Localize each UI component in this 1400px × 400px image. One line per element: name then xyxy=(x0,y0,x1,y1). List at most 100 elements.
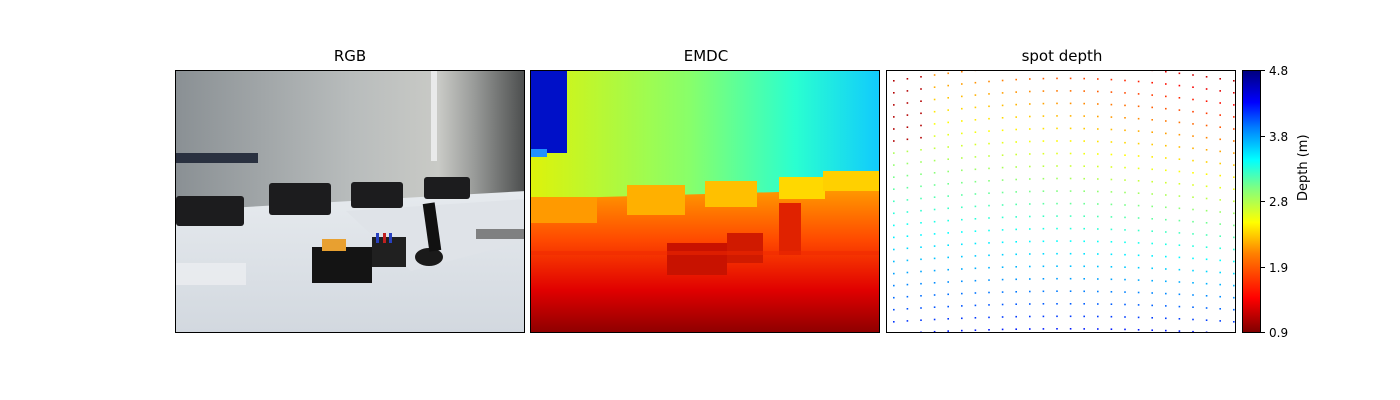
depth-spot xyxy=(1233,248,1235,251)
depth-spot xyxy=(1029,153,1031,155)
depth-spot xyxy=(1124,253,1126,256)
depth-spot xyxy=(1233,224,1235,227)
depth-spot xyxy=(1042,265,1045,268)
colorbar-tick xyxy=(1261,136,1265,137)
depth-spot xyxy=(1219,162,1221,165)
depth-spot xyxy=(1151,143,1153,146)
depth-spot xyxy=(933,74,936,76)
depth-spot xyxy=(1124,92,1126,94)
depth-spot xyxy=(1015,278,1017,281)
panel-title-emdc: EMDC xyxy=(683,47,729,65)
depth-spot xyxy=(1083,177,1085,180)
depth-spot xyxy=(1151,156,1153,158)
depth-spot xyxy=(947,318,949,320)
depth-spot xyxy=(1219,235,1221,237)
depth-spot xyxy=(1083,202,1085,205)
depth-spot xyxy=(920,270,922,273)
depth-spot xyxy=(1178,330,1181,332)
depth-spot xyxy=(933,98,936,101)
depth-spot xyxy=(1233,188,1235,190)
depth-spot xyxy=(1042,152,1045,155)
depth-spot xyxy=(1219,90,1221,92)
depth-spot xyxy=(1219,223,1221,225)
depth-spot xyxy=(988,180,990,182)
depth-spot xyxy=(1233,116,1235,118)
depth-spot xyxy=(1097,90,1099,93)
colorbar-tick xyxy=(1261,332,1265,333)
depth-spot xyxy=(1192,135,1194,137)
depth-spot xyxy=(1178,219,1181,222)
depth-spot xyxy=(1233,80,1235,82)
depth-spot xyxy=(1110,128,1113,131)
depth-spot xyxy=(920,295,922,297)
depth-spot xyxy=(920,88,922,90)
depth-spot xyxy=(1124,266,1126,268)
depth-spot xyxy=(1192,74,1194,76)
depth-spot xyxy=(893,176,895,178)
depth-spot xyxy=(933,172,936,174)
depth-spot xyxy=(1001,204,1004,206)
depth-spot xyxy=(1165,144,1167,147)
depth-spot xyxy=(1205,282,1208,285)
depth-spot xyxy=(974,267,977,270)
depth-spot xyxy=(1097,115,1099,118)
depth-spot xyxy=(933,306,936,308)
depth-spot xyxy=(1056,215,1058,217)
depth-spot xyxy=(1165,120,1167,122)
depth-spot xyxy=(1137,266,1140,269)
depth-spot xyxy=(1165,305,1167,307)
depth-spot xyxy=(1178,146,1181,148)
depth-spot xyxy=(1165,329,1167,332)
depth-spot xyxy=(1097,203,1099,205)
depth-spot xyxy=(1015,241,1017,243)
depth-spot xyxy=(1001,141,1004,144)
depth-spot xyxy=(1042,177,1045,180)
depth-spot xyxy=(1015,328,1017,330)
depth-spot xyxy=(1219,150,1221,153)
depth-spot xyxy=(947,109,949,111)
depth-spot xyxy=(1165,83,1167,85)
depth-spot xyxy=(933,318,936,321)
depth-spot xyxy=(1001,278,1004,281)
depth-spot xyxy=(893,104,895,106)
depth-spot xyxy=(1233,104,1235,106)
depth-spot xyxy=(893,248,895,251)
depth-spot xyxy=(906,320,909,322)
depth-spot xyxy=(1001,79,1004,82)
depth-spot xyxy=(988,242,990,244)
depth-spot xyxy=(1001,166,1004,169)
depth-spot xyxy=(893,284,895,287)
depth-spot xyxy=(893,188,895,190)
depth-spot xyxy=(947,146,949,148)
depth-spot xyxy=(1069,303,1072,305)
depth-spot xyxy=(893,212,895,215)
depth-spot xyxy=(1178,207,1181,210)
depth-spot xyxy=(1192,233,1194,235)
depth-spot xyxy=(1110,203,1113,206)
depth-spot xyxy=(1042,253,1045,255)
depth-spot xyxy=(1151,255,1153,257)
depth-spot xyxy=(1042,315,1045,318)
depth-spot xyxy=(1056,177,1058,180)
depth-spot xyxy=(1165,206,1167,209)
depth-spot xyxy=(1001,328,1004,331)
depth-spot xyxy=(1001,266,1004,268)
depth-spot xyxy=(1233,260,1235,263)
depth-spot xyxy=(920,307,922,309)
depth-spot xyxy=(961,120,963,122)
depth-spot xyxy=(920,319,922,321)
depth-spot xyxy=(988,229,990,232)
depth-spot xyxy=(1083,215,1085,217)
colorbar-label: Depth (m) xyxy=(1296,134,1311,201)
depth-spot xyxy=(906,102,909,104)
depth-spot xyxy=(1069,240,1072,242)
depth-spot xyxy=(1192,282,1194,284)
depth-spot xyxy=(1219,102,1221,104)
depth-spot xyxy=(1205,185,1208,188)
depth-spot xyxy=(1056,102,1058,105)
depth-spot xyxy=(933,208,936,211)
depth-spot xyxy=(1124,117,1126,119)
depth-spot xyxy=(1233,152,1235,154)
depth-spot xyxy=(1042,215,1045,217)
depth-spot xyxy=(1205,136,1208,139)
